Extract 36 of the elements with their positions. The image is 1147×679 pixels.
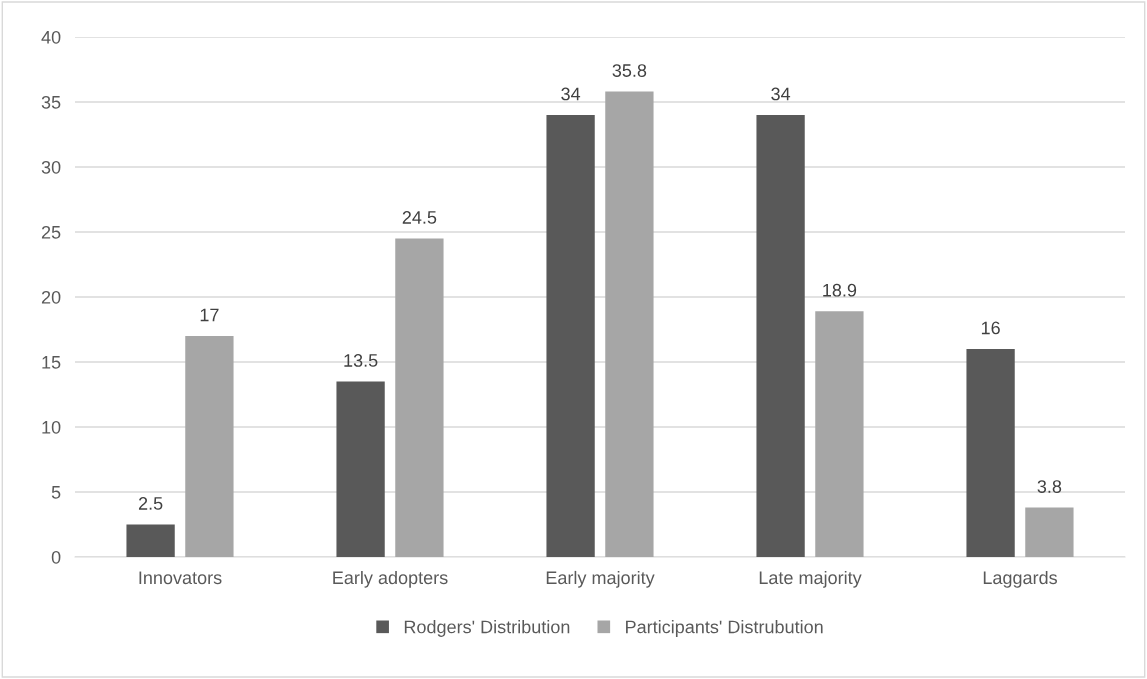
data-label: 13.5 <box>344 354 378 367</box>
x-tick-label: Late majority <box>759 570 862 588</box>
y-tick-label: 15 <box>42 356 61 369</box>
bar <box>756 115 805 557</box>
data-label: 16 <box>981 321 1000 335</box>
data-label: 34 <box>561 87 581 101</box>
bar <box>395 238 444 557</box>
x-tick-label: Innovators <box>139 571 222 585</box>
data-label: 24.5 <box>402 211 437 224</box>
data-label: 2.5 <box>138 497 163 510</box>
bar <box>815 311 864 557</box>
bar <box>126 524 175 557</box>
y-tick-label: 0 <box>51 550 61 564</box>
bar <box>185 336 234 557</box>
bar <box>336 381 385 557</box>
x-tick-label: Laggards <box>983 570 1057 588</box>
x-tick-label: Early adopters <box>333 570 448 588</box>
data-label: 3.8 <box>1037 480 1062 493</box>
y-tick-label: 5 <box>51 486 61 499</box>
data-label: 35.8 <box>612 64 647 77</box>
bar <box>546 115 595 557</box>
bar <box>966 349 1015 557</box>
y-tick-label: 30 <box>41 160 61 174</box>
data-label: 34 <box>771 87 791 101</box>
bar <box>605 91 654 557</box>
y-tick-label: 40 <box>41 30 61 44</box>
legend-label: Rodgers' Distribution <box>404 620 570 637</box>
y-tick-label: 10 <box>42 420 61 434</box>
bar <box>1025 507 1074 557</box>
x-tick-label: Early majority <box>546 570 655 588</box>
data-label: 18.9 <box>823 283 857 297</box>
legend-label: Participants' Distrubution <box>626 620 823 637</box>
y-tick-label: 25 <box>41 225 61 239</box>
y-tick-label: 20 <box>41 290 61 304</box>
data-label: 17 <box>200 308 219 322</box>
y-tick-label: 35 <box>41 95 61 109</box>
